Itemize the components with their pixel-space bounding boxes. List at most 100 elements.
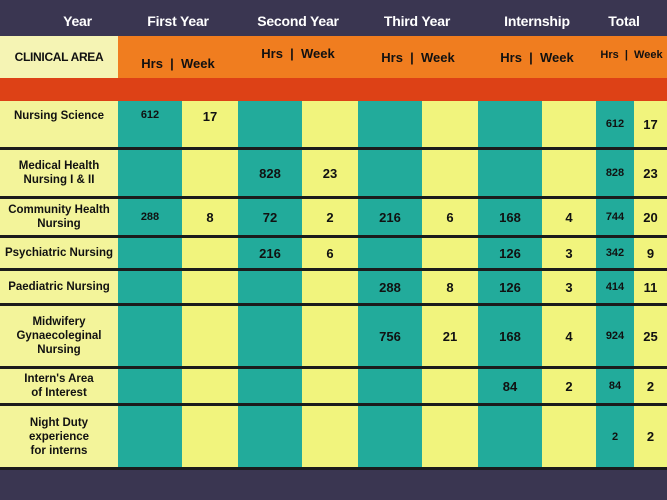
second-year-header: Second Year [257,13,339,29]
cell-int-hrs: 168 [478,199,542,235]
cell-tot-week: 11 [634,271,667,303]
cell-y3-week: 21 [422,306,478,366]
cell-y2-hrs [238,271,302,303]
cell-tot-hrs: 612 [596,101,634,147]
row-divider [0,303,667,306]
cell-y2-week [302,306,358,366]
cell-y2-week: 2 [302,199,358,235]
cell-y2-week [302,369,358,403]
cell-y2-week: 23 [302,150,358,196]
footer-band [0,467,667,500]
cell-int-hrs [478,406,542,467]
cell-y2-week: 6 [302,238,358,268]
cell-y3-hrs [358,150,422,196]
cell-int-week: 4 [542,199,596,235]
cell-y3-week: 6 [422,199,478,235]
cell-int-week: 2 [542,369,596,403]
cell-y3-week [422,238,478,268]
cell-y1-week [182,369,238,403]
row-divider [0,467,667,470]
cell-y1-week [182,238,238,268]
cell-tot-week: 20 [634,199,667,235]
cell-y1-hrs [118,271,182,303]
cell-tot-hrs: 924 [596,306,634,366]
cell-y1-week [182,406,238,467]
third-year-header: Third Year [383,13,451,29]
cell-y3-hrs [358,406,422,467]
third-year-hrs-week-header: Hrs | Week [358,36,478,78]
cell-tot-hrs: 342 [596,238,634,268]
clinical-area-label: Community Health Nursing [0,199,118,235]
cell-int-hrs [478,101,542,147]
cell-y3-week [422,369,478,403]
cell-y1-hrs [118,306,182,366]
cell-tot-week: 2 [634,369,667,403]
cell-int-week: 4 [542,306,596,366]
cell-int-week [542,101,596,147]
header-accent-band [0,78,667,101]
cell-y3-hrs: 216 [358,199,422,235]
total-header: Total [608,13,640,29]
cell-y1-hrs [118,150,182,196]
internship-hrs-week-header: Hrs | Week [478,36,596,78]
cell-y3-hrs [358,238,422,268]
first-year-header: First Year [147,13,209,29]
cell-y1-week: 8 [182,199,238,235]
cell-y3-week [422,150,478,196]
cell-int-week [542,406,596,467]
cell-y2-hrs: 216 [238,238,302,268]
row-divider [0,235,667,238]
cell-tot-week: 9 [634,238,667,268]
cell-tot-hrs: 744 [596,199,634,235]
cell-y1-hrs: 288 [118,199,182,235]
cell-y3-week: 8 [422,271,478,303]
cell-y1-hrs [118,238,182,268]
cell-y2-hrs [238,369,302,403]
cell-int-hrs: 126 [478,271,542,303]
clinical-area-label: Nursing Science [0,101,118,147]
cell-y3-week [422,406,478,467]
cell-tot-hrs: 828 [596,150,634,196]
cell-tot-week: 17 [634,101,667,147]
clinical-area-header: CLINICAL AREA [0,36,118,78]
cell-y3-hrs [358,101,422,147]
cell-y3-hrs [358,369,422,403]
cell-y2-hrs: 828 [238,150,302,196]
cell-tot-week: 2 [634,406,667,467]
row-divider [0,268,667,271]
cell-y2-hrs [238,306,302,366]
cell-int-hrs [478,150,542,196]
cell-y2-week [302,101,358,147]
total-hrs-week-header: Hrs | Week [596,36,667,78]
cell-y1-week [182,306,238,366]
clinical-area-label: Medical Health Nursing I & II [0,150,118,196]
cell-y2-hrs [238,101,302,147]
cell-y2-hrs [238,406,302,467]
clinical-area-label: Paediatric Nursing [0,271,118,303]
cell-y3-week [422,101,478,147]
cell-int-week: 3 [542,271,596,303]
cell-tot-hrs: 84 [596,369,634,403]
cell-int-hrs: 84 [478,369,542,403]
row-divider [0,403,667,406]
year-header: Year [63,13,92,29]
row-divider [0,147,667,150]
clinical-area-label: Night Duty experience for interns [0,406,118,467]
cell-y1-hrs [118,369,182,403]
cell-int-hrs: 168 [478,306,542,366]
cell-tot-week: 23 [634,150,667,196]
cell-y3-hrs: 288 [358,271,422,303]
clinical-area-label: Intern's Area of Interest [0,369,118,403]
cell-y2-week [302,406,358,467]
cell-y1-week [182,271,238,303]
cell-y3-hrs: 756 [358,306,422,366]
cell-y1-hrs: 612 [118,101,182,147]
clinical-area-label: Midwifery Gynaecoleginal Nursing [0,306,118,366]
cell-y2-hrs: 72 [238,199,302,235]
cell-y1-week: 17 [182,101,238,147]
cell-y2-week [302,271,358,303]
cell-int-week [542,150,596,196]
cell-int-week: 3 [542,238,596,268]
clinical-area-label: Psychiatric Nursing [0,238,118,268]
